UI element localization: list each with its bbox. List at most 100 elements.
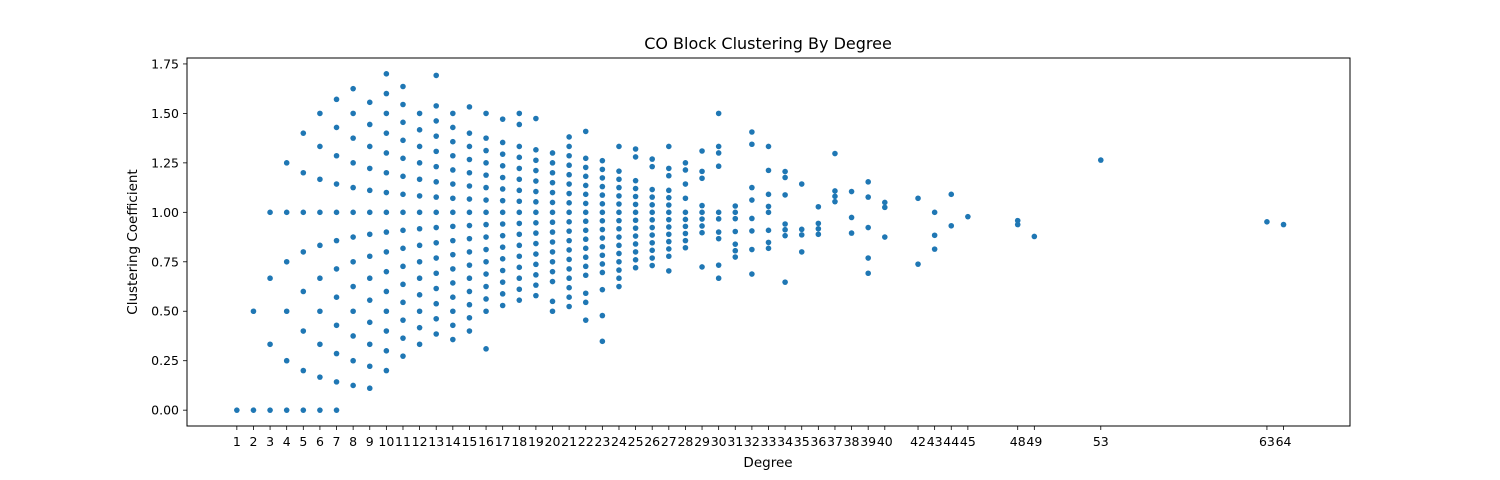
data-point — [400, 101, 406, 108]
data-point — [782, 221, 788, 227]
data-point — [782, 232, 788, 239]
data-point — [749, 184, 755, 191]
data-point — [632, 249, 639, 255]
data-point — [632, 209, 639, 216]
data-point — [300, 328, 307, 334]
data-point — [566, 247, 572, 253]
data-point — [450, 138, 456, 145]
data-point — [666, 209, 672, 216]
y-tick-label: 0.00 — [151, 403, 179, 418]
data-point — [433, 270, 440, 277]
x-tick-label: 63 — [1259, 434, 1275, 449]
data-point — [383, 328, 390, 334]
data-point — [1031, 233, 1038, 240]
data-point — [333, 322, 340, 329]
data-point — [317, 308, 323, 315]
data-point — [366, 363, 373, 370]
x-tick-label: 43 — [927, 434, 943, 449]
data-point — [317, 341, 323, 348]
x-tick-label: 12 — [412, 434, 428, 449]
data-point — [433, 179, 440, 185]
data-point — [582, 191, 589, 198]
data-points — [234, 71, 1287, 413]
data-point — [416, 176, 423, 183]
data-point — [582, 254, 589, 261]
data-point — [632, 217, 639, 224]
data-point — [383, 169, 390, 176]
data-point — [599, 261, 606, 267]
data-point — [749, 129, 755, 135]
data-point — [366, 253, 373, 260]
data-point — [466, 249, 473, 255]
data-point — [466, 183, 473, 189]
data-point — [483, 296, 489, 302]
data-point — [732, 215, 739, 222]
data-point — [466, 275, 473, 282]
x-tick-label: 14 — [445, 434, 461, 449]
data-point — [516, 154, 523, 161]
data-point — [549, 268, 556, 275]
data-point — [666, 268, 672, 274]
data-point — [549, 229, 556, 235]
x-tick-label: 45 — [960, 434, 976, 449]
data-point — [516, 275, 523, 282]
data-point — [682, 244, 689, 251]
data-point — [483, 147, 489, 154]
data-point — [599, 269, 606, 276]
data-point — [267, 407, 273, 413]
data-point — [350, 184, 356, 191]
data-point — [715, 163, 722, 170]
data-point — [815, 225, 822, 232]
x-tick-label: 2 — [249, 434, 257, 449]
data-point — [350, 110, 356, 117]
data-point — [499, 209, 506, 216]
data-point — [433, 239, 440, 246]
x-tick-label: 17 — [495, 434, 511, 449]
data-point — [798, 232, 805, 238]
data-point — [466, 156, 473, 163]
data-point — [383, 130, 390, 136]
data-point — [533, 167, 539, 174]
data-point — [450, 195, 456, 202]
data-point — [666, 246, 672, 252]
data-point — [499, 163, 506, 169]
data-point — [466, 262, 473, 268]
data-point — [549, 239, 556, 245]
data-point — [649, 239, 655, 246]
data-point — [300, 249, 307, 255]
data-point — [882, 234, 888, 240]
data-point — [632, 225, 639, 231]
data-point — [599, 312, 606, 319]
data-point — [599, 252, 606, 259]
data-point — [516, 165, 523, 172]
y-axis-title: Clustering Coefficient — [125, 169, 141, 314]
data-point — [632, 193, 639, 200]
data-point — [450, 237, 456, 244]
data-point — [948, 191, 955, 198]
data-point — [350, 85, 356, 92]
data-point — [350, 135, 356, 141]
data-point — [516, 209, 523, 216]
data-point — [433, 194, 440, 200]
data-point — [333, 294, 340, 301]
data-point — [582, 245, 589, 252]
data-point — [466, 196, 473, 202]
data-point — [599, 209, 606, 216]
data-point — [599, 218, 606, 224]
data-point — [616, 267, 622, 273]
data-point — [666, 238, 672, 245]
data-point — [516, 110, 523, 117]
data-point — [632, 154, 639, 160]
data-point — [649, 247, 655, 254]
data-point — [283, 258, 290, 265]
data-point — [616, 176, 622, 183]
y-tick-label: 0.50 — [151, 304, 179, 319]
data-point — [383, 268, 390, 275]
data-point — [466, 104, 473, 110]
data-point — [732, 228, 739, 235]
data-point — [749, 228, 755, 234]
data-point — [732, 209, 739, 216]
data-point — [283, 160, 290, 166]
data-point — [416, 242, 423, 249]
data-point — [915, 261, 921, 267]
